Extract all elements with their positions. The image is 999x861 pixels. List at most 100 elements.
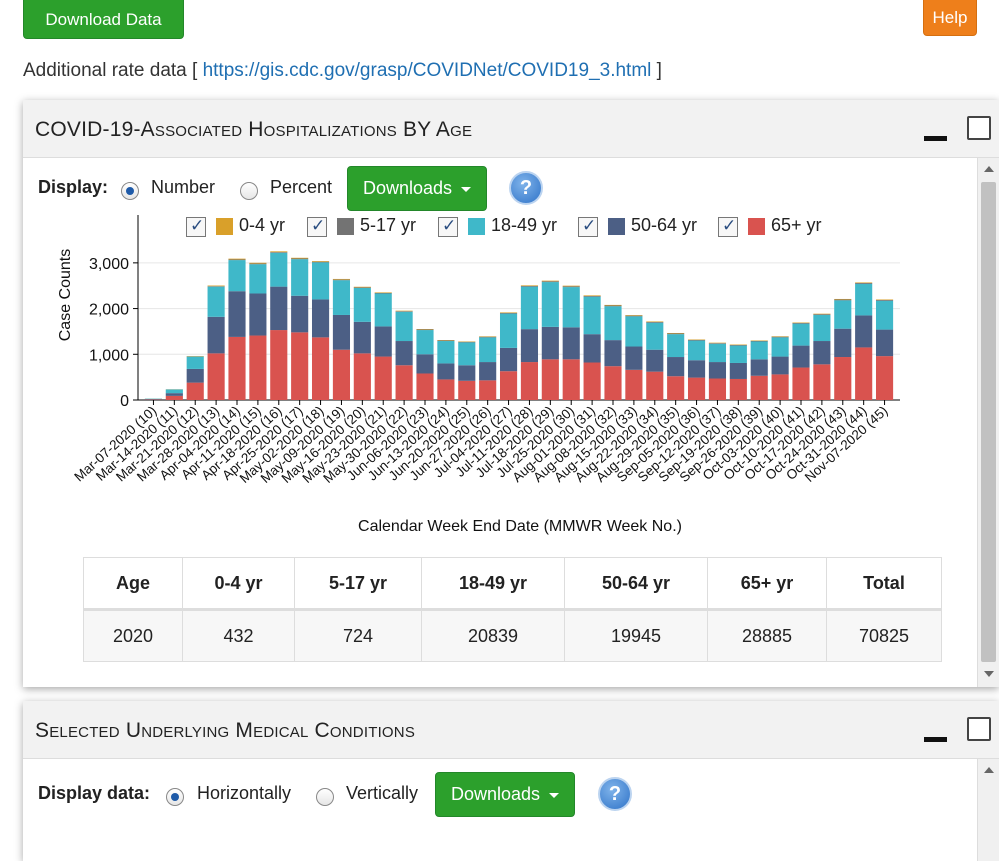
bar-segment	[709, 344, 726, 362]
bar-segment	[834, 299, 851, 300]
bar-segment	[604, 306, 621, 307]
table-header: 18-49 yr	[422, 558, 565, 610]
bar-segment	[625, 370, 642, 400]
bar-segment	[834, 300, 851, 328]
y-tick-label: 3,000	[89, 256, 129, 273]
bar-segment	[375, 326, 392, 356]
bar-segment	[291, 296, 308, 333]
maximize-icon[interactable]	[967, 116, 991, 140]
help-question-icon[interactable]: ?	[598, 777, 632, 811]
panel-scrollbar[interactable]	[977, 759, 999, 861]
scroll-down-arrow-icon[interactable]	[984, 671, 994, 677]
bar-segment	[855, 282, 872, 283]
bar-segment	[792, 323, 809, 324]
bar-segment	[458, 342, 475, 365]
medical-conditions-panel: Selected Underlying Medical Conditions D…	[23, 701, 999, 861]
bar-segment	[834, 357, 851, 400]
help-question-icon[interactable]: ?	[509, 171, 543, 205]
bar-segment	[667, 333, 684, 334]
bar-segment	[563, 286, 580, 287]
vertically-radio[interactable]	[316, 788, 334, 806]
downloads-dropdown-button[interactable]: Downloads	[347, 166, 487, 211]
minimize-icon[interactable]	[924, 737, 947, 742]
bar-segment	[855, 315, 872, 347]
bar-segment	[563, 327, 580, 359]
checkbox[interactable]	[307, 217, 327, 237]
number-radio-label[interactable]: Number	[151, 177, 215, 198]
bar-segment	[375, 293, 392, 326]
bar-segment	[479, 337, 496, 338]
bar-segment	[772, 337, 789, 338]
bar-segment	[751, 341, 768, 342]
help-button[interactable]: Help	[923, 0, 977, 36]
bar-segment	[876, 299, 893, 300]
panel-header: Selected Underlying Medical Conditions	[23, 701, 999, 759]
rate-link[interactable]: https://gis.cdc.gov/grasp/COVIDNet/COVID…	[203, 60, 652, 81]
bar-segment	[479, 362, 496, 380]
percent-radio[interactable]	[240, 182, 258, 200]
caret-down-icon	[549, 793, 559, 798]
horizontally-radio-label[interactable]: Horizontally	[197, 783, 291, 804]
swatch	[608, 218, 625, 235]
checkbox[interactable]	[438, 217, 458, 237]
number-radio[interactable]	[121, 182, 139, 200]
bar-segment	[208, 317, 225, 354]
checkbox[interactable]	[578, 217, 598, 237]
maximize-icon[interactable]	[967, 717, 991, 741]
bar-segment	[604, 306, 621, 340]
bar-segment	[228, 260, 245, 291]
bar-segment	[312, 261, 329, 262]
bar-segment	[333, 280, 350, 281]
bar-segment	[354, 288, 371, 322]
table-header: 5-17 yr	[295, 558, 422, 610]
minimize-icon[interactable]	[924, 136, 947, 141]
bar-segment	[688, 378, 705, 400]
panel-scrollbar[interactable]	[977, 158, 999, 687]
bar-segment	[542, 327, 559, 359]
vertically-radio-label[interactable]: Vertically	[346, 783, 418, 804]
bar-segment	[416, 354, 433, 373]
bar-segment	[542, 281, 559, 282]
panel-body: Display: Number Percent Downloads ? 0-4 …	[23, 158, 977, 687]
bar-segment	[792, 324, 809, 346]
bar-segment	[542, 359, 559, 400]
bar-segment	[604, 366, 621, 400]
download-data-button[interactable]: Download Data	[23, 0, 184, 39]
bar-segment	[354, 353, 371, 400]
bar-segment	[876, 301, 893, 330]
bar-segment	[333, 279, 350, 280]
bar-segment	[834, 300, 851, 301]
bar-segment	[396, 341, 413, 365]
bar-segment	[208, 287, 225, 317]
summary-table: Age 0-4 yr 5-17 yr 18-49 yr 50-64 yr 65+…	[83, 557, 942, 662]
percent-radio-label[interactable]: Percent	[270, 177, 332, 198]
bar-segment	[249, 263, 266, 264]
bar-segment	[333, 350, 350, 400]
bar-segment	[542, 281, 559, 282]
bar-segment	[667, 333, 684, 334]
scroll-thumb[interactable]	[981, 182, 996, 662]
bar-segment	[730, 363, 747, 379]
y-tick-label: 1,000	[89, 347, 129, 364]
scroll-up-arrow-icon[interactable]	[984, 767, 994, 773]
table-header: Total	[827, 558, 942, 610]
checkbox[interactable]	[186, 217, 206, 237]
horizontally-radio[interactable]	[166, 788, 184, 806]
bar-segment	[813, 315, 830, 341]
table-header: 50-64 yr	[565, 558, 708, 610]
scroll-up-arrow-icon[interactable]	[984, 166, 994, 172]
bar-segment	[646, 322, 663, 323]
bar-segment	[416, 373, 433, 400]
bar-segment	[625, 347, 642, 370]
bar-segment	[249, 264, 266, 265]
bar-segment	[584, 295, 601, 296]
table-cell: 2020	[84, 610, 183, 662]
bar-segment	[249, 293, 266, 335]
bar-segment	[354, 287, 371, 288]
table-cell: 724	[295, 610, 422, 662]
downloads-label: Downloads	[363, 178, 452, 198]
checkbox[interactable]	[718, 217, 738, 237]
bar-segment	[187, 383, 204, 400]
downloads-dropdown-button[interactable]: Downloads	[435, 772, 575, 817]
